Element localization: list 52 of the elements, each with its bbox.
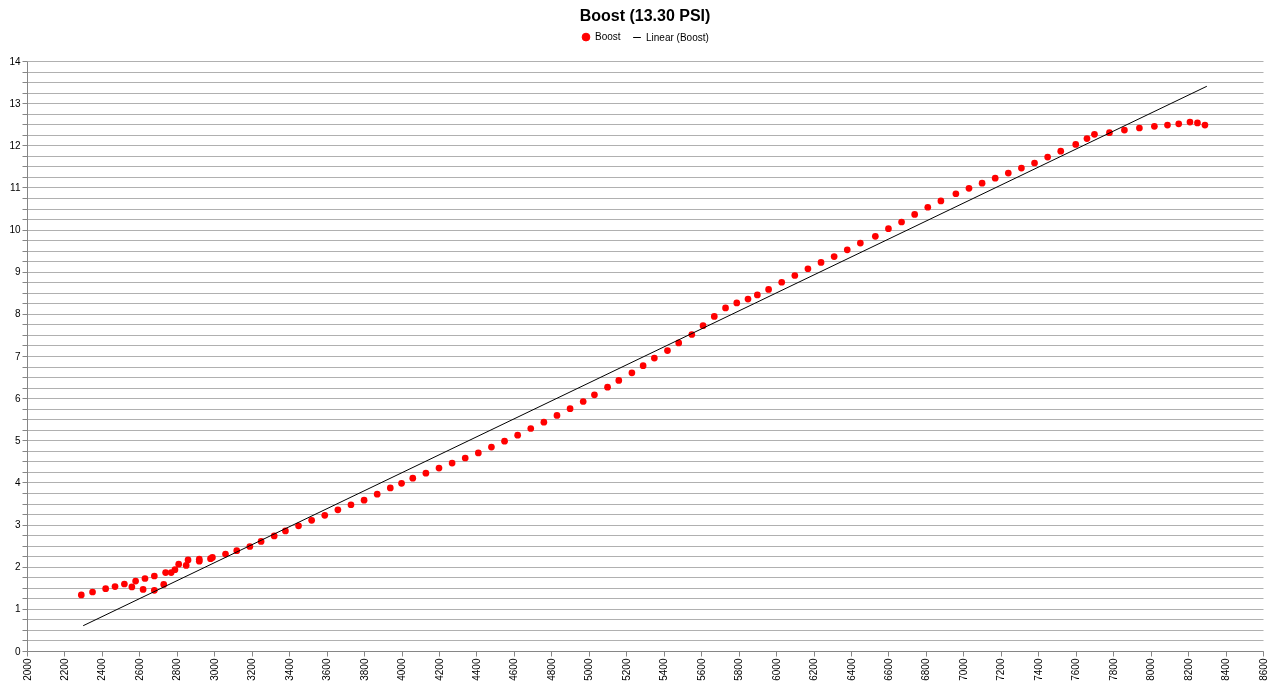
x-tick-label: 6800 bbox=[920, 658, 932, 681]
x-tick-label: 6200 bbox=[808, 658, 820, 681]
y-tick-label: 4 bbox=[14, 476, 21, 488]
x-tick-label: 8200 bbox=[1182, 658, 1194, 681]
x-tick-label: 2600 bbox=[133, 658, 145, 681]
x-tick-label: 8000 bbox=[1145, 658, 1157, 681]
x-tick-label: 7000 bbox=[957, 658, 969, 681]
x-tick-label: 3400 bbox=[283, 658, 295, 681]
y-tick-label: 14 bbox=[9, 55, 21, 67]
y-tick-label: 2 bbox=[14, 561, 21, 573]
x-tick-label: 6600 bbox=[882, 658, 894, 681]
x-tick-label: 5000 bbox=[583, 658, 595, 681]
x-tick-label: 5400 bbox=[658, 658, 670, 681]
x-tick-label: 4200 bbox=[433, 658, 445, 681]
y-tick-label: 8 bbox=[14, 308, 21, 320]
x-tick-label: 4600 bbox=[508, 658, 520, 681]
x-tick-label: 3600 bbox=[321, 658, 333, 681]
x-tick-label: 4000 bbox=[396, 658, 408, 681]
x-tick-label: 7200 bbox=[995, 658, 1007, 681]
x-tick-label: 4800 bbox=[545, 658, 557, 681]
x-tick-label: 8400 bbox=[1220, 658, 1232, 681]
x-tick-label: 3800 bbox=[358, 658, 370, 681]
x-tick-label: 2400 bbox=[96, 658, 108, 681]
x-tick-label: 7400 bbox=[1032, 658, 1044, 681]
y-tick-label: 0 bbox=[14, 645, 21, 657]
y-tick-label: 10 bbox=[9, 224, 21, 236]
y-tick-label: 11 bbox=[10, 181, 21, 193]
x-tick-label: 7800 bbox=[1107, 658, 1119, 681]
x-tick-label: 2200 bbox=[58, 658, 70, 681]
x-tick-label: 3000 bbox=[208, 658, 220, 681]
x-tick-label: 6400 bbox=[845, 658, 857, 681]
x-tick-label: 8600 bbox=[1257, 658, 1269, 681]
x-tick-label: 2800 bbox=[171, 658, 183, 681]
y-tick-label: 6 bbox=[14, 392, 21, 404]
x-tick-label: 5200 bbox=[620, 658, 632, 681]
y-tick-label: 7 bbox=[14, 350, 21, 362]
x-tick-label: 2000 bbox=[21, 658, 33, 681]
y-tick-label: 5 bbox=[14, 434, 21, 446]
y-tick-label: 3 bbox=[14, 519, 21, 531]
x-tick-label: 5600 bbox=[695, 658, 707, 681]
x-tick-label: 3200 bbox=[246, 658, 258, 681]
x-tick-label: 6000 bbox=[770, 658, 782, 681]
x-tick-label: 4400 bbox=[470, 658, 482, 681]
y-tick-label: 12 bbox=[9, 139, 21, 151]
legend-label: Linear (Boost) bbox=[646, 31, 709, 43]
x-tick-label: 7600 bbox=[1070, 658, 1082, 681]
legend-label: Boost bbox=[595, 31, 621, 43]
chart-title: Boost (13.30 PSI) bbox=[579, 7, 711, 24]
y-tick-label: 9 bbox=[14, 266, 21, 278]
y-tick-label: 1 bbox=[14, 603, 21, 615]
x-tick-label: 5800 bbox=[733, 658, 745, 681]
y-tick-label: 13 bbox=[9, 97, 21, 109]
